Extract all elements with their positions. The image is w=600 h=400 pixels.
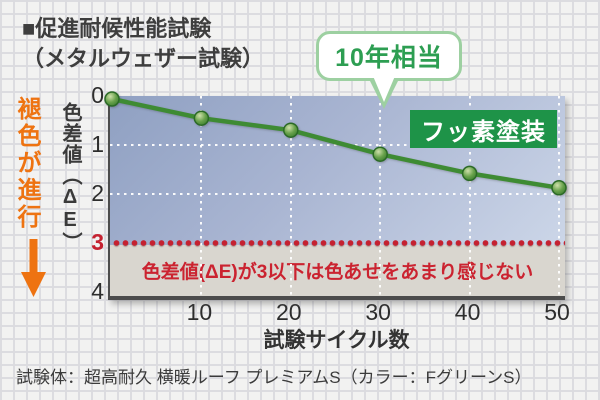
callout-pointer-fill	[373, 76, 395, 102]
x-axis-title: 試験サイクル数	[263, 329, 410, 352]
data-point-marker	[104, 91, 120, 107]
y-tick-label: 2	[91, 180, 104, 206]
data-point-marker	[283, 122, 299, 138]
series-legend-label: フッ素塗装	[421, 118, 546, 146]
gridline-x-20	[289, 96, 292, 296]
gridline-x-10	[200, 96, 203, 296]
y-tick-label: 0	[91, 82, 104, 108]
specimen-caption: 試験体：超高耐久 横暖ルーフ プレミアムS（カラー：FグリーンS）	[16, 368, 532, 387]
data-point-marker	[551, 180, 567, 196]
y-axis-title-text: 色差値（	[59, 102, 81, 186]
gridline-x-30	[379, 96, 382, 296]
y-tick-label: 4	[91, 278, 104, 304]
x-tick-label: 50	[544, 299, 570, 325]
threshold-line	[112, 240, 565, 246]
data-point-marker	[193, 110, 210, 126]
y-axis-title-symbol: ΔE	[59, 186, 81, 232]
x-tick-label: 30	[365, 299, 391, 325]
page-title-line1: ■促進耐候性能試験	[22, 16, 212, 41]
x-tick-label: 40	[454, 299, 481, 325]
gridline-x-50	[558, 96, 560, 296]
y-axis-title-close: ）	[59, 232, 81, 253]
line-series-svg	[104, 91, 567, 196]
y-axis-title: 色差値（ΔE）	[56, 102, 85, 253]
ten-year-callout: 10年相当	[316, 31, 462, 109]
ten-year-callout-label: 10年相当	[335, 44, 443, 72]
x-tick-label: 10	[186, 299, 213, 325]
series-legend: フッ素塗装	[410, 110, 557, 148]
gridline-y-2	[110, 193, 565, 195]
y-tick-label: 1	[91, 131, 104, 157]
x-tick-label: 20	[276, 299, 302, 325]
data-point-marker	[461, 165, 478, 182]
safe-zone-band: 色差値(ΔE)が3以下は色あせをあまり感じない	[110, 245, 565, 296]
page-title: ■促進耐候性能試験 （メタルウェザー試験）	[22, 14, 264, 73]
page-title-line2: （メタルウェザー試験）	[22, 45, 265, 71]
plot-area: 色差値(ΔE)が3以下は色あせをあまり感じない フッ素塗装	[104, 91, 567, 300]
fading-progress-label: 褪色が進行	[13, 96, 40, 231]
y-tick-label: 3	[91, 229, 104, 255]
gridline-x-40	[468, 96, 471, 296]
threshold-note: 色差値(ΔE)が3以下は色あせをあまり感じない	[141, 262, 534, 283]
data-point-marker	[372, 146, 388, 162]
